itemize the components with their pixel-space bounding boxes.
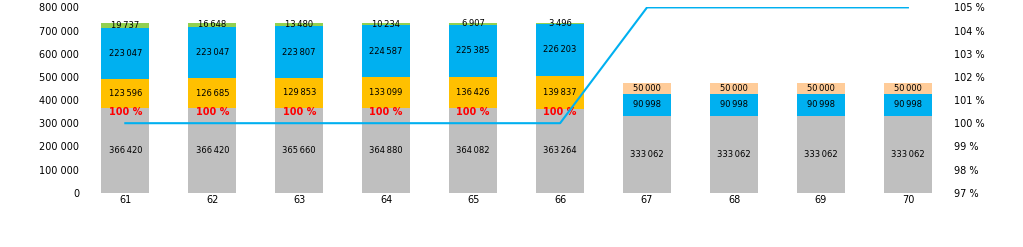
Bar (884, 94, 932, 116)
Bar (884, 116, 932, 193)
Text: 123 596: 123 596 (108, 89, 142, 98)
Text: 100 %: 100 % (108, 107, 142, 117)
Text: 333 062: 333 062 (630, 150, 664, 159)
Text: 100 %: 100 % (543, 107, 577, 117)
Text: 90 998: 90 998 (633, 101, 661, 109)
Bar (275, 26, 323, 78)
Text: 16 648: 16 648 (198, 21, 226, 29)
Text: 223 047: 223 047 (108, 49, 142, 58)
Text: 50 000: 50 000 (720, 84, 748, 93)
Bar (710, 116, 758, 193)
Text: 50 000: 50 000 (807, 84, 835, 93)
Text: 105 %: 105 % (891, 0, 925, 2)
Text: 224 587: 224 587 (369, 47, 403, 56)
Text: 133 099: 133 099 (369, 88, 403, 97)
Text: 100 %: 100 % (195, 107, 229, 117)
Text: 333 062: 333 062 (804, 150, 838, 159)
Bar (710, 83, 758, 94)
Text: 3 496: 3 496 (548, 19, 572, 28)
Text: 105 %: 105 % (804, 0, 838, 2)
Text: 333 062: 333 062 (717, 150, 751, 159)
Bar (188, 108, 236, 193)
Text: 105 %: 105 % (630, 0, 664, 2)
Bar (797, 83, 845, 94)
Bar (188, 79, 236, 108)
Bar (536, 24, 584, 76)
Text: 129 853: 129 853 (282, 88, 316, 98)
Bar (623, 116, 671, 193)
Bar (101, 108, 149, 193)
Bar (275, 23, 323, 26)
Bar (188, 27, 236, 79)
Text: 366 420: 366 420 (108, 146, 142, 155)
Legend: Prognose etter skatt og renter, Avdrag lån, Prognose skatt, Renteutgifter Lån, S: Prognose etter skatt og renter, Avdrag l… (180, 246, 784, 247)
Text: 333 062: 333 062 (891, 150, 925, 159)
Text: 90 998: 90 998 (894, 101, 922, 109)
Bar (449, 77, 497, 108)
Text: 105 %: 105 % (717, 0, 751, 2)
Text: 223 047: 223 047 (195, 48, 229, 57)
Text: 100 %: 100 % (456, 107, 490, 117)
Text: 365 660: 365 660 (282, 146, 316, 155)
Text: 10 234: 10 234 (372, 20, 400, 29)
Bar (449, 24, 497, 77)
Bar (536, 76, 584, 108)
Bar (536, 108, 584, 193)
Bar (536, 23, 584, 24)
Text: 126 685: 126 685 (195, 89, 229, 98)
Bar (797, 116, 845, 193)
Bar (623, 94, 671, 116)
Bar (449, 23, 497, 24)
Text: 225 385: 225 385 (456, 46, 490, 55)
Text: 223 807: 223 807 (282, 47, 316, 57)
Bar (623, 83, 671, 94)
Text: 6 907: 6 907 (461, 19, 485, 28)
Text: 100 %: 100 % (369, 107, 403, 117)
Text: 366 420: 366 420 (195, 146, 229, 155)
Bar (188, 23, 236, 27)
Text: 139 837: 139 837 (543, 88, 577, 97)
Bar (275, 78, 323, 108)
Bar (884, 83, 932, 94)
Bar (362, 77, 410, 108)
Bar (275, 108, 323, 193)
Bar (101, 23, 149, 28)
Text: 13 480: 13 480 (285, 20, 313, 29)
Text: 226 203: 226 203 (543, 45, 577, 55)
Text: 100 %: 100 % (282, 107, 316, 117)
Text: 364 082: 364 082 (456, 146, 490, 155)
Text: 136 426: 136 426 (456, 88, 490, 97)
Bar (449, 108, 497, 193)
Text: 363 264: 363 264 (543, 146, 577, 155)
Text: 50 000: 50 000 (894, 84, 922, 93)
Bar (362, 23, 410, 25)
Bar (101, 79, 149, 108)
Text: 50 000: 50 000 (633, 84, 661, 93)
Bar (710, 94, 758, 116)
Text: 90 998: 90 998 (807, 101, 835, 109)
Text: 90 998: 90 998 (720, 101, 748, 109)
Text: 19 737: 19 737 (112, 21, 139, 30)
Bar (362, 25, 410, 77)
Bar (101, 28, 149, 79)
Text: 364 880: 364 880 (369, 146, 403, 155)
Bar (797, 94, 845, 116)
Bar (362, 108, 410, 193)
